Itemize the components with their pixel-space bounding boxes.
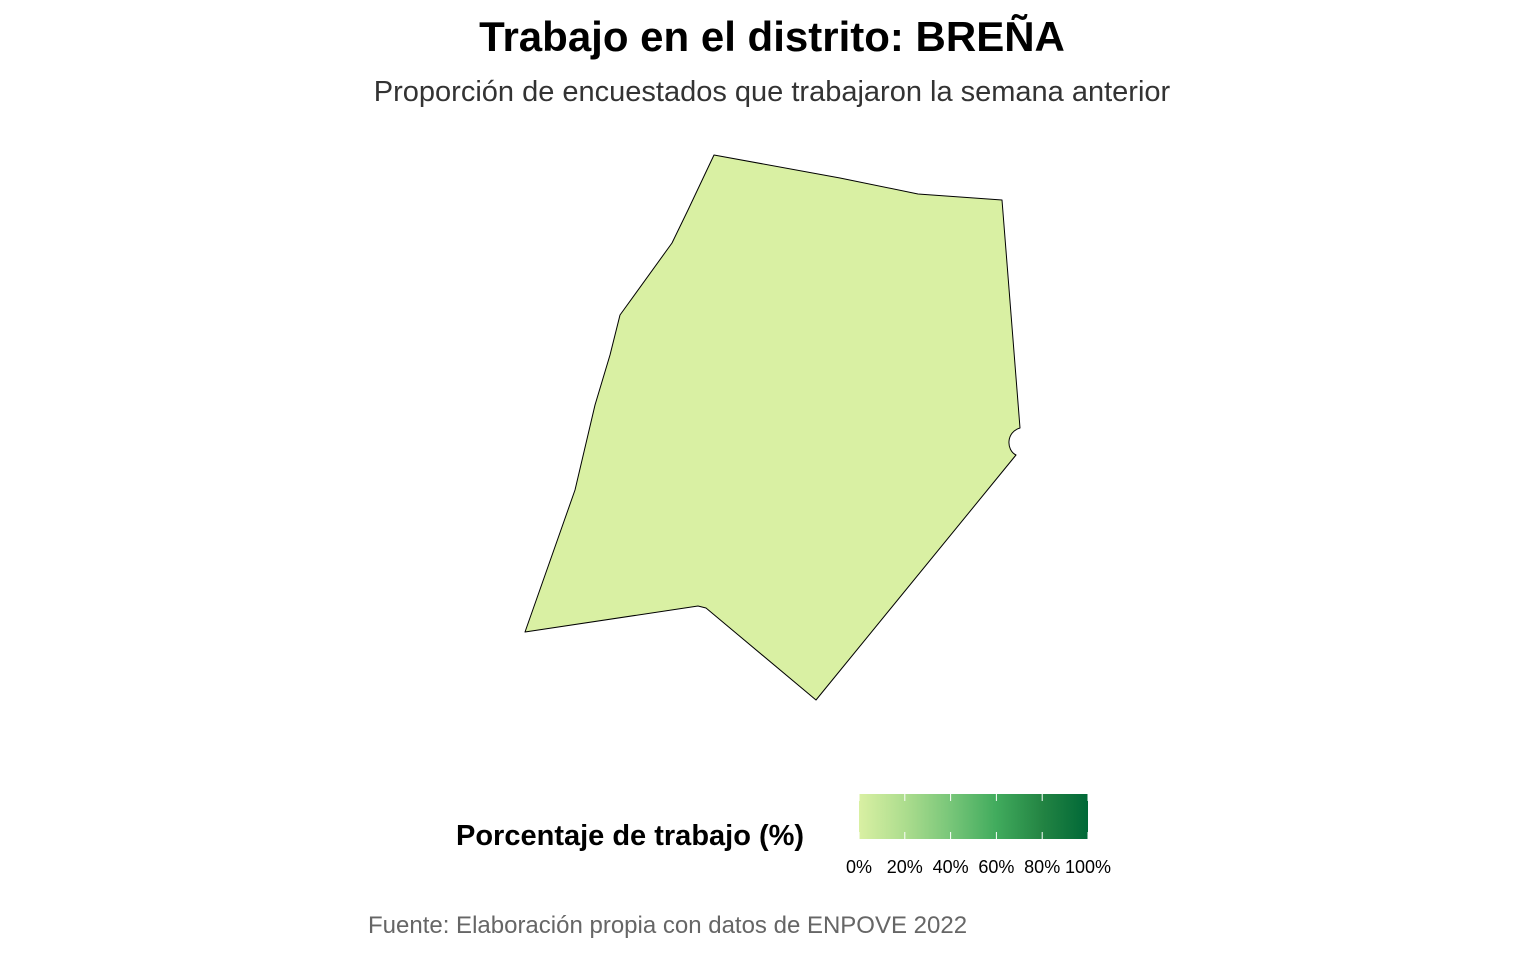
legend-tick-label: 60%: [978, 857, 1015, 877]
legend-tick-label: 40%: [932, 857, 969, 877]
legend-gradient-rect: [859, 794, 1088, 839]
legend-tick-label: 100%: [1064, 857, 1112, 877]
legend-tick-marks: [859, 794, 1088, 839]
chart-caption: Fuente: Elaboración propia con datos de …: [368, 912, 968, 939]
legend-tick-label: 80%: [1024, 857, 1061, 877]
chart-title: Trabajo en el distrito: BREÑA: [479, 13, 1065, 60]
chart-subtitle: Proporción de encuestados que trabajaron…: [373, 76, 1171, 108]
legend-tick-label: 20%: [886, 857, 923, 877]
legend-title: Porcentaje de trabajo (%): [456, 820, 805, 852]
legend-color-bar: [859, 794, 1088, 839]
legend-tick-label: 0%: [845, 857, 873, 877]
district-polygon-brena: [524, 154, 1021, 701]
